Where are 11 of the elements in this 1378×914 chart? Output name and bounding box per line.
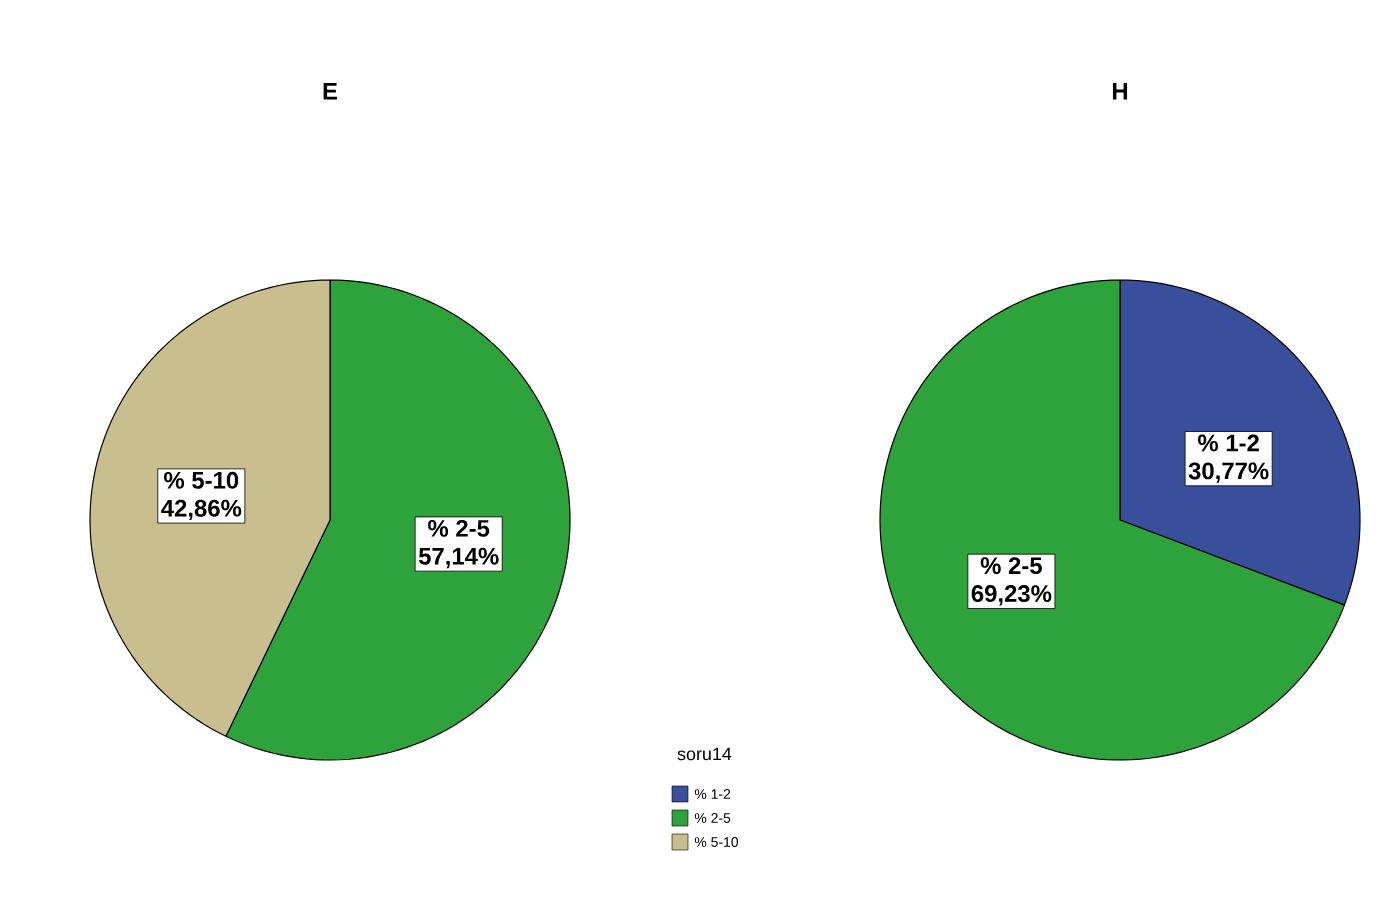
chart-title: E bbox=[323, 83, 338, 100]
slice-label: % 2-5 bbox=[980, 557, 1042, 575]
data-label: 57,14% bbox=[418, 547, 499, 569]
slice-label: % 1-2 bbox=[1198, 434, 1259, 452]
slice-label: % 5-10 bbox=[164, 471, 239, 489]
data-label: 69,23% bbox=[971, 585, 1052, 606]
legend-title: soru14 bbox=[677, 747, 732, 761]
data-label: 42,86% bbox=[161, 499, 242, 521]
chart-title: H bbox=[1112, 83, 1128, 100]
data-label: 30,77% bbox=[1188, 462, 1269, 483]
slice-label: % 2-5 bbox=[428, 519, 490, 537]
